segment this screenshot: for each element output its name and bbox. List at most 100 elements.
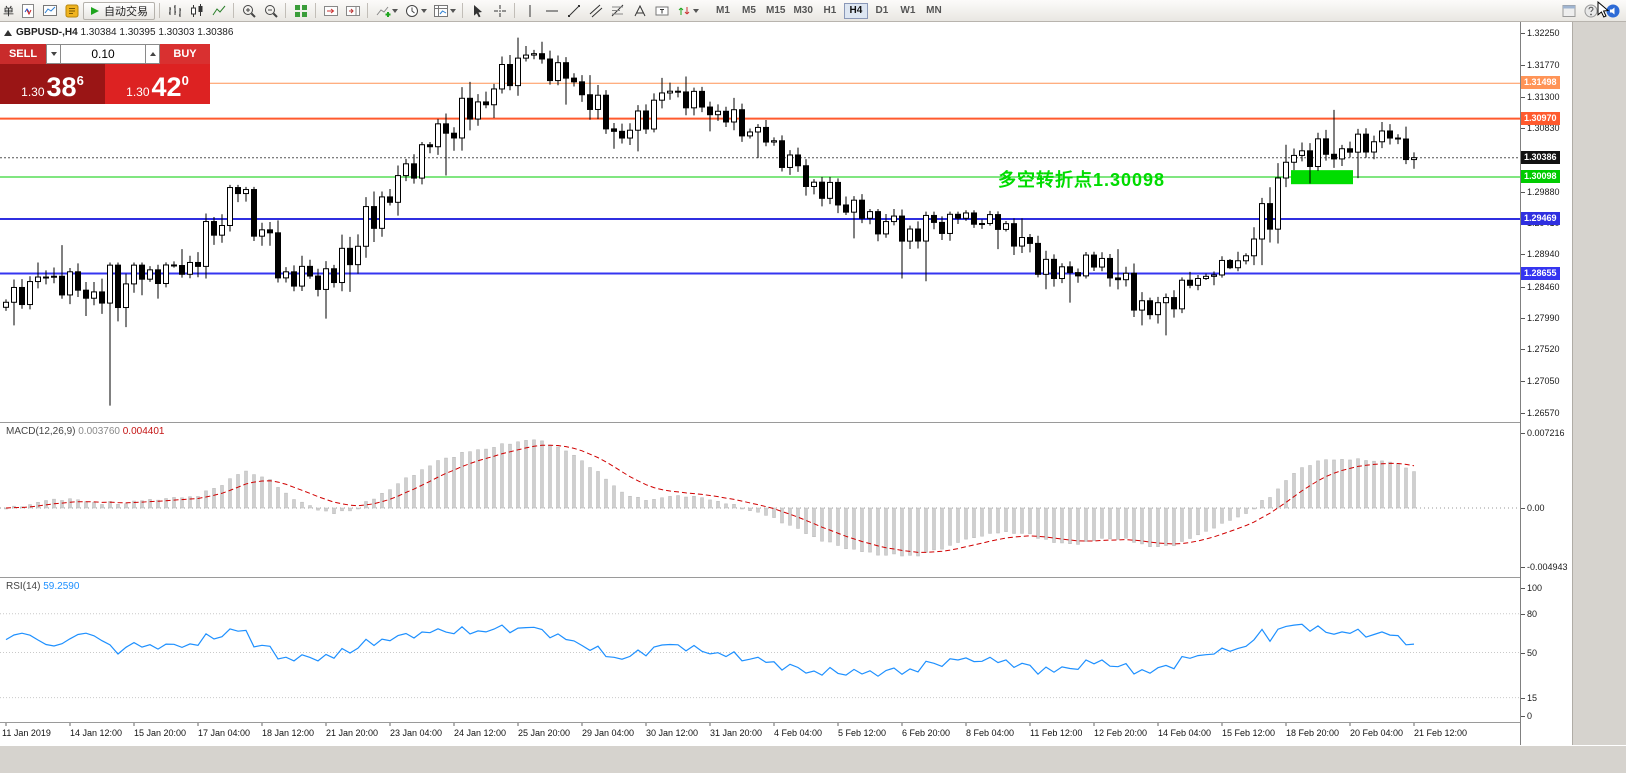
arrows-icon [678,6,689,15]
buy-price-panel[interactable]: 1.30 42 0 [105,64,210,104]
macd-signal-value: 0.004401 [122,426,165,437]
rsi-value: 59.2590 [43,581,80,592]
timeframe-m30[interactable]: M30 [790,3,815,19]
time-label: 18 Jan 12:00 [262,728,315,738]
time-axis-separator [0,722,1572,723]
time-label: 21 Jan 20:00 [326,728,379,738]
macd-panel-separator[interactable] [0,422,1572,423]
metaeditor-icon [65,4,78,17]
timeframe-m15[interactable]: M15 [763,3,788,19]
time-label: 17 Jan 04:00 [198,728,251,738]
axis-label: 50 [1520,647,1538,658]
timeframe-d1[interactable]: D1 [870,3,894,19]
axis-label: 1.28940 [1521,249,1560,260]
buy-price-sup: 0 [181,73,189,88]
text-icon [634,4,645,16]
timeframe-h1[interactable]: H1 [818,3,842,19]
periods-button[interactable] [401,2,429,20]
volume-input[interactable]: 0.10 [61,44,145,64]
dropdown-caret-icon [692,8,699,13]
text-label-button[interactable] [651,2,672,20]
time-label: 14 Feb 04:00 [1158,728,1212,738]
trendline-button[interactable] [563,2,584,20]
one-click-trading-panel: SELL 0.10 BUY 1.30 38 6 1.30 42 0 [0,44,210,104]
order-text-label: 单 [3,5,14,18]
toolbar-separator [233,3,234,18]
toolbar-separator [159,3,160,18]
buy-button[interactable]: BUY [160,44,210,64]
zoom-in-icon [242,4,256,18]
new-chart-window-button[interactable] [1558,2,1579,20]
crosshair-icon [493,4,506,17]
line-chart-button[interactable] [208,2,229,20]
chart-shift-button[interactable] [342,2,363,20]
cursor-icon [473,4,482,17]
price-level-badge: 1.30098 [1521,169,1560,183]
timeframe-h4[interactable]: H4 [843,2,868,19]
zoom-out-icon [264,4,278,18]
text-button[interactable] [629,2,650,20]
sell-button[interactable]: SELL [0,44,46,64]
zoom-in-button[interactable] [238,2,259,20]
time-label: 25 Jan 20:00 [518,728,571,738]
axis-label: 0.007216 [1521,427,1565,438]
toolbar-separator [285,3,286,18]
speaker-icon [1606,4,1619,17]
new-order-icon [21,3,34,18]
sell-price-panel[interactable]: 1.30 38 6 [0,64,105,104]
arrows-button[interactable] [673,2,701,20]
axis-label: 1.31770 [1521,60,1560,71]
cursor-button[interactable] [467,2,488,20]
candlestick-chart-button[interactable] [186,2,207,20]
indicators-button[interactable] [372,2,400,20]
caret-up-icon [149,52,156,56]
help-button[interactable] [1580,2,1601,20]
time-axis[interactable]: 11 Jan 2019 14 Jan 12:00 15 Jan 20:00 17 Ja… [0,726,1520,743]
bar-chart-button[interactable] [164,2,185,20]
vertical-line-icon [529,4,530,17]
sell-price-main: 1.30 [21,84,45,99]
price-scale[interactable]: 1.322501.317701.313001.308301.303601.298… [1520,22,1572,745]
auto-scroll-button[interactable] [320,2,341,20]
timeframe-m5[interactable]: M5 [737,3,761,19]
rsi-indicator-label: RSI(14) 59.2590 [6,581,79,592]
volume-increase-button[interactable] [145,44,160,64]
price-level-badge: 1.29469 [1521,212,1560,226]
tile-windows-button[interactable] [290,2,311,20]
chart-shift-icon [345,5,360,16]
rsi-panel-separator[interactable] [0,577,1572,578]
zoom-out-button[interactable] [260,2,281,20]
axis-label: 0 [1520,711,1533,721]
timeframe-m1[interactable]: M1 [711,3,735,19]
channel-button[interactable] [585,2,606,20]
new-order-button[interactable] [17,2,38,20]
crosshair-button[interactable] [489,2,510,20]
notifications-button[interactable] [1602,2,1623,20]
time-label: 11 Jan 2019 [2,728,51,738]
play-icon [91,6,99,15]
horizontal-line-button[interactable] [541,2,562,20]
sell-price-big: 38 [46,72,77,103]
axis-label: 1.28460 [1521,281,1560,292]
timeframe-mn[interactable]: MN [922,3,946,19]
volume-decrease-button[interactable] [46,44,61,64]
chart-canvas[interactable] [0,0,1520,745]
fibonacci-icon [611,4,623,16]
time-label: 15 Jan 20:00 [134,728,187,738]
vertical-line-button[interactable] [519,2,540,20]
axis-label: 1.30830 [1521,122,1560,133]
buy-price-big: 42 [151,72,182,103]
chart-title: GBPUSD-,H4 1.30384 1.30395 1.30303 1.303… [16,27,233,38]
toolbar-separator [315,3,316,18]
timeframe-w1[interactable]: W1 [896,3,920,19]
templates-button[interactable] [430,2,458,20]
indicators-icon [376,6,390,17]
autotrading-button[interactable]: 自动交易 [83,1,155,20]
axis-label: -0.004943 [1521,562,1568,572]
fibonacci-button[interactable] [607,2,628,20]
one-click-panel-toggle[interactable] [4,30,12,36]
metaeditor-button[interactable] [61,2,82,20]
charts-button[interactable] [39,2,60,20]
macd-name: MACD(12,26,9) [6,426,76,437]
ohlc-values: 1.30384 1.30395 1.30303 1.30386 [80,27,234,38]
